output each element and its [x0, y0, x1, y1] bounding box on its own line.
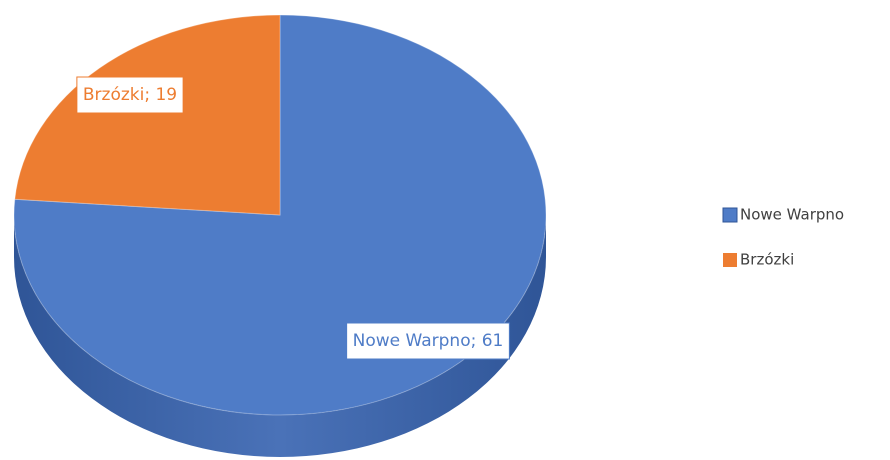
- data-label: Nowe Warpno; 61: [353, 331, 504, 351]
- legend-label: Brzózki: [740, 251, 794, 269]
- pie: [13, 14, 547, 457]
- pie-slice: [14, 14, 281, 216]
- data-label-box: [76, 76, 184, 114]
- data-label: Brzózki; 19: [83, 85, 177, 105]
- legend-swatch: [722, 207, 738, 223]
- legend: Nowe Warpno Brzózki: [722, 206, 844, 269]
- data-labels: Nowe Warpno; 61 Brzózki; 19: [76, 76, 510, 360]
- pie-side: [14, 215, 546, 457]
- legend-label: Nowe Warpno: [740, 206, 844, 224]
- pie-slice: [13, 14, 547, 416]
- data-label-box: [346, 322, 510, 360]
- legend-swatch: [723, 253, 737, 267]
